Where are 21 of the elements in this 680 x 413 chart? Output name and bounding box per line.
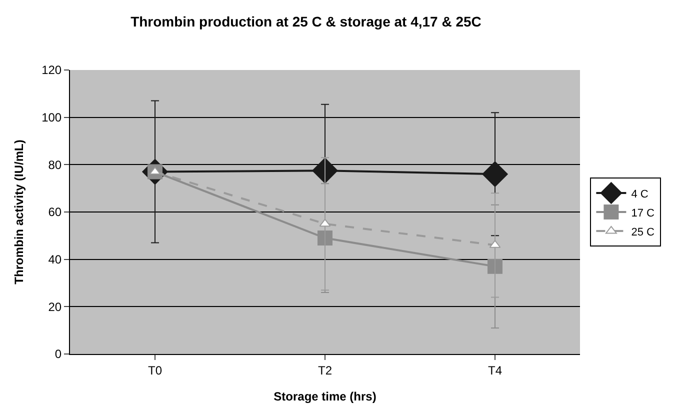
x-tick-label: T0 (148, 363, 162, 378)
y-axis-title: Thrombin activity (IU/mL) (12, 140, 26, 284)
y-tick-label: 20 (48, 300, 62, 314)
point (482, 161, 508, 187)
point (319, 218, 331, 227)
y-tick-label: 0 (54, 347, 62, 362)
chart-title: Thrombin production at 25 C & storage at 4,17 & 25C (130, 13, 482, 30)
y-tick-label: 100 (42, 110, 62, 125)
point (312, 158, 338, 184)
x-tick-label: T2 (318, 363, 332, 378)
x-axis-title: Storage time (hrs) (274, 389, 376, 404)
y-tick-label: 60 (48, 205, 62, 220)
point (318, 230, 332, 246)
legend-label: 17 C (631, 207, 654, 220)
point (488, 258, 502, 274)
x-tick-label: T4 (488, 363, 502, 378)
legend-label: 25 C (631, 226, 654, 238)
legend-label: 4 C (631, 188, 648, 200)
y-tick-label: 80 (48, 158, 62, 172)
y-tick-label: 120 (42, 63, 62, 78)
y-tick-label: 40 (48, 252, 62, 267)
